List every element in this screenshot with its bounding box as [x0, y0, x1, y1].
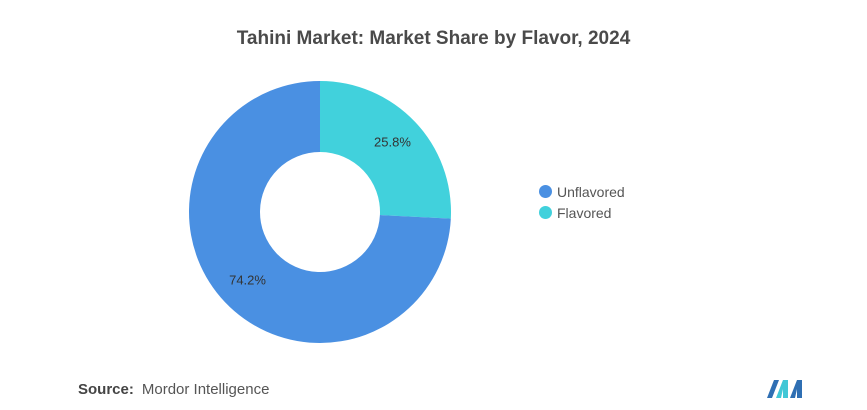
donut-slice-flavored[interactable]: [320, 81, 451, 219]
legend-label-unflavored: Unflavored: [557, 183, 625, 200]
logo-shape-right: [790, 380, 802, 398]
donut-slice-labels: 25.8% 74.2%: [229, 135, 411, 288]
source-note: Source: Mordor Intelligence: [78, 381, 269, 398]
donut-slices: [188, 81, 451, 343]
slice-label-unflavored: 74.2%: [229, 272, 266, 287]
slice-label-flavored: 25.8%: [374, 135, 411, 150]
legend-swatch-flavored: [539, 206, 552, 219]
donut-slice-unflavored[interactable]: [188, 81, 451, 343]
legend-item-flavored[interactable]: Flavored: [539, 202, 625, 223]
legend-swatch-unflavored: [539, 185, 552, 198]
source-label: Source:: [78, 381, 134, 398]
logo-shape-left: [767, 380, 779, 398]
chart-title: Tahini Market: Market Share by Flavor, 2…: [236, 28, 631, 49]
source-value: Mordor Intelligence: [141, 381, 270, 398]
logo-shape-mid: [776, 380, 788, 398]
legend-item-unflavored[interactable]: Unflavored: [539, 181, 625, 202]
chart-legend: Unflavored Flavored: [539, 181, 625, 223]
legend-label-flavored: Flavored: [557, 204, 612, 221]
mordor-intelligence-logo: [767, 380, 802, 398]
